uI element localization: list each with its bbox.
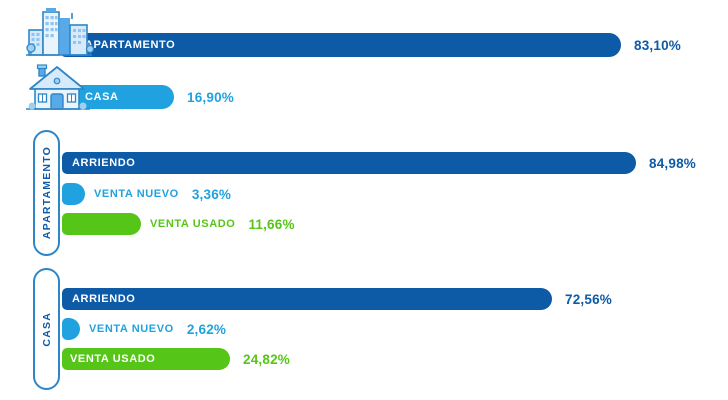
bar-label: APARTAMENTO [85, 39, 176, 51]
group-label-pill-casa: CASA [33, 268, 60, 390]
bar-value: 11,66% [248, 216, 295, 232]
bar-row-casa-venta-nuevo: VENTA NUEVO 2,62% [62, 318, 226, 340]
bar-row-apartamento-venta-usado: VENTA USADO 11,66% [62, 213, 295, 235]
bar-label: CASA [85, 91, 119, 103]
group-label: APARTAMENTO [40, 146, 53, 240]
bar-row-casa-venta-usado: VENTA USADO 24,82% [62, 348, 290, 370]
bar-label: ARRIENDO [72, 293, 136, 305]
bar-value: 84,98% [649, 155, 696, 171]
bar-label: ARRIENDO [72, 157, 136, 169]
bar-value: 16,90% [187, 89, 234, 105]
bar-venta-nuevo [62, 183, 85, 205]
bar-arriendo: ARRIENDO [62, 288, 552, 310]
bar-value: 72,56% [565, 291, 612, 307]
group-label: CASA [40, 311, 53, 347]
bar-venta-usado [62, 213, 141, 235]
bar-label: VENTA USADO [150, 218, 236, 230]
bar-label: VENTA USADO [70, 353, 156, 365]
bar-value: 83,10% [634, 37, 681, 53]
bar-arriendo: ARRIENDO [62, 152, 636, 174]
bar-venta-nuevo [62, 318, 80, 340]
bar-value: 3,36% [191, 186, 232, 202]
bar-row-casa-arriendo: ARRIENDO 72,56% [62, 288, 612, 310]
bar-value: 24,82% [243, 351, 290, 367]
bar-label: VENTA NUEVO [94, 188, 179, 200]
group-label-pill-apartamento: APARTAMENTO [33, 130, 60, 256]
house-icon [26, 63, 90, 118]
bar-venta-usado: VENTA USADO [62, 348, 230, 370]
bar-row-apartamento-venta-nuevo: VENTA NUEVO 3,36% [62, 183, 231, 205]
bar-row-apartamento-arriendo: ARRIENDO 84,98% [62, 152, 696, 174]
apartment-buildings-icon [26, 5, 95, 64]
bar-row-apartamento-total: APARTAMENTO 83,10% [60, 33, 681, 57]
bar-value: 2,62% [186, 321, 227, 337]
bar-apartamento-total: APARTAMENTO [60, 33, 621, 57]
bar-label: VENTA NUEVO [89, 323, 174, 335]
